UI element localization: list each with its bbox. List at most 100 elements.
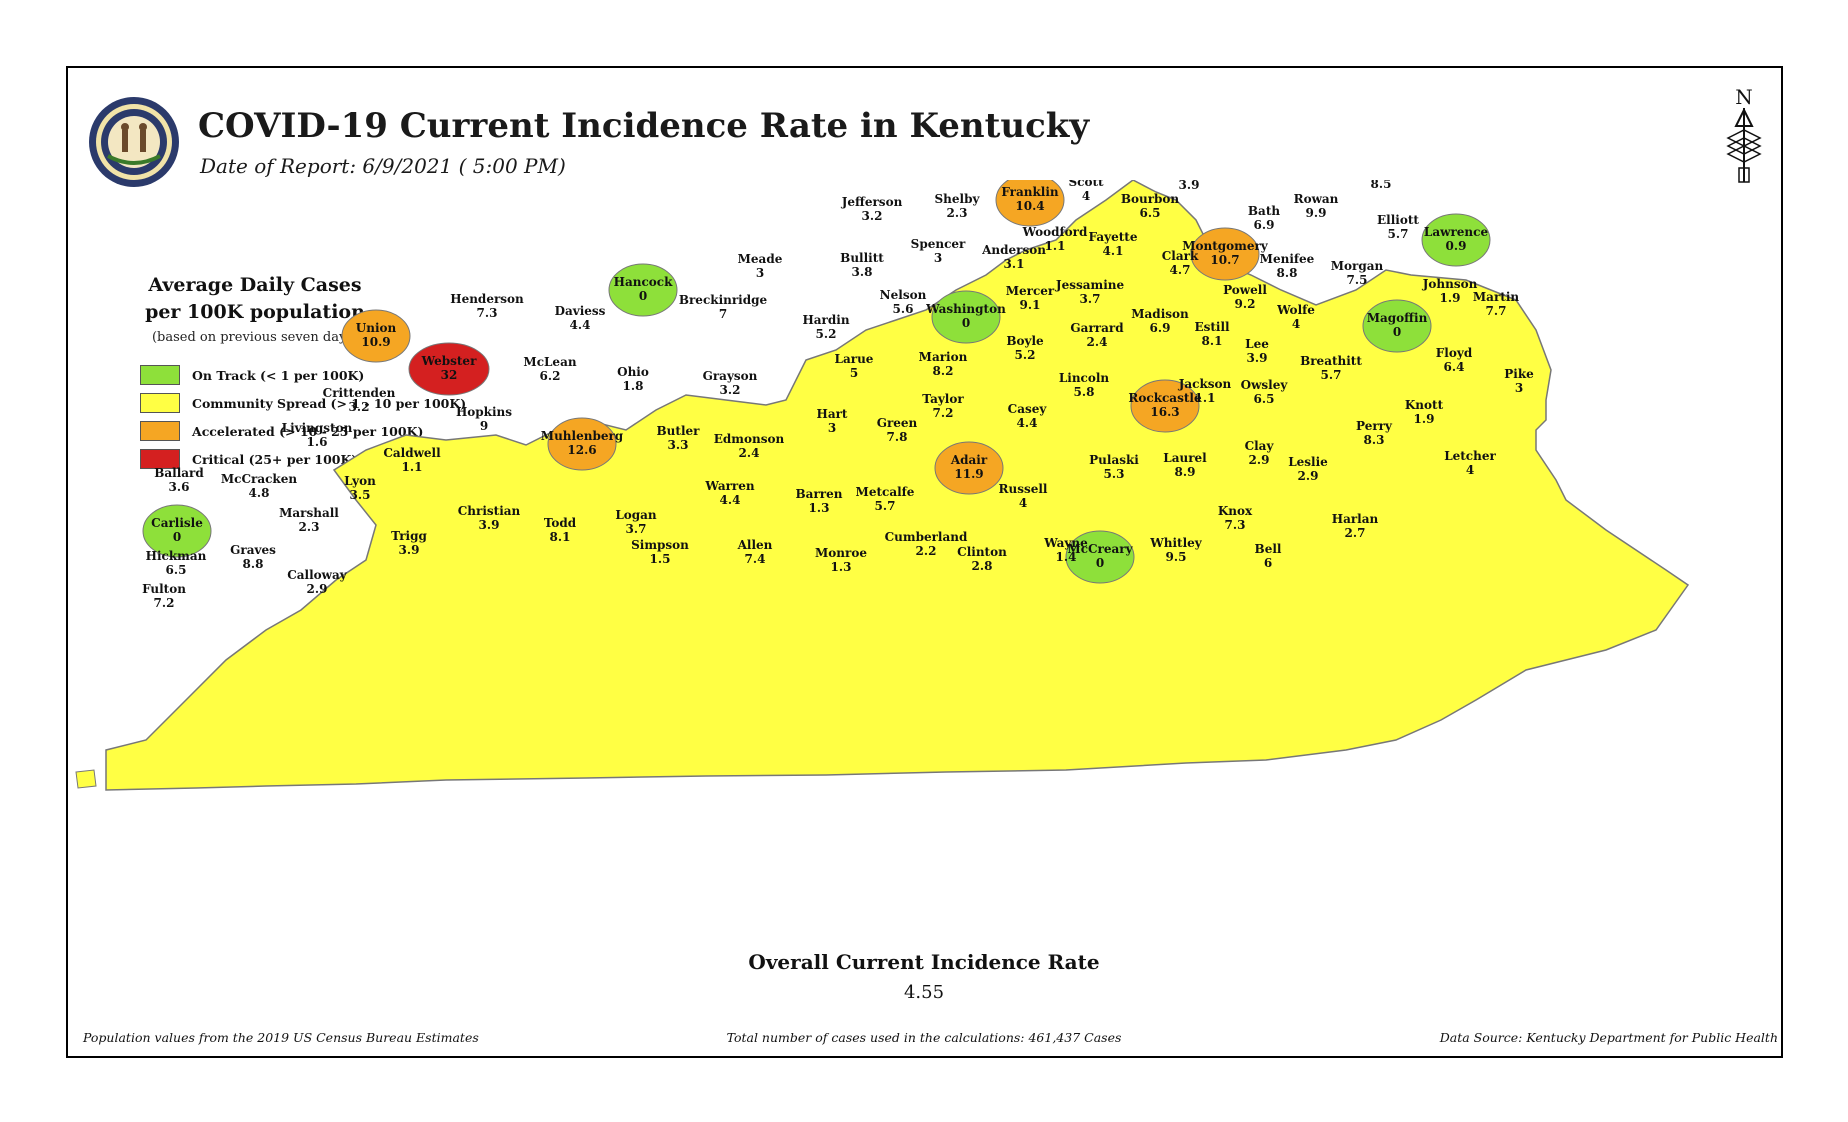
county-value-todd: 8.1 — [550, 530, 571, 544]
legend-item: Accelerated (> 10 - 25 per 100K) — [140, 420, 423, 442]
county-value-marion: 8.2 — [933, 364, 954, 378]
county-name-trigg: Trigg — [391, 529, 427, 543]
county-name-livingston: Livingston — [282, 421, 353, 435]
county-name-woodford: Woodford — [1022, 225, 1088, 239]
county-value-barren: 1.3 — [809, 501, 830, 515]
state-outline — [105, 180, 1690, 791]
county-value-webster: 32 — [441, 368, 458, 382]
county-name-warren: Warren — [704, 479, 754, 493]
county-value-menifee: 8.8 — [1277, 266, 1298, 280]
county-name-crittenden: Crittenden — [323, 386, 396, 400]
county-name-laurel: Laurel — [1163, 451, 1207, 465]
county-name-grayson: Grayson — [703, 369, 758, 383]
county-name-powell: Powell — [1223, 283, 1267, 297]
county-value-muhlenberg: 12.6 — [567, 443, 596, 457]
legend-note: (based on previous seven days) — [151, 330, 359, 345]
county-name-wayne: Wayne — [1043, 536, 1088, 550]
county-name-daviess: Daviess — [555, 304, 606, 318]
county-value-mercer: 9.1 — [1020, 298, 1041, 312]
county-name-union: Union — [356, 321, 397, 335]
legend-swatch — [140, 365, 180, 385]
county-name-taylor: Taylor — [922, 392, 964, 406]
county-name-calloway: Calloway — [287, 568, 348, 582]
county-name-green: Green — [877, 416, 918, 430]
county-name-garrard: Garrard — [1070, 321, 1124, 335]
county-name-johnson: Johnson — [1422, 277, 1478, 291]
kentucky-seal-icon — [89, 97, 179, 187]
county-name-knott: Knott — [1405, 398, 1444, 412]
county-value-crittenden: 3.2 — [349, 400, 370, 414]
county-name-barren: Barren — [796, 487, 843, 501]
county-value-wolfe: 4 — [1292, 317, 1300, 331]
overall-rate-value: 4.55 — [903, 982, 945, 1003]
county-value-russell: 4 — [1019, 496, 1027, 510]
county-value-magoffin: 0 — [1393, 325, 1401, 339]
county-name-meade: Meade — [738, 252, 783, 266]
county-value-lee: 3.9 — [1247, 351, 1268, 365]
county-value-mccreary: 0 — [1096, 556, 1104, 570]
county-shape-carlisle — [142, 504, 212, 558]
county-name-lyon: Lyon — [344, 474, 376, 488]
county-name-wolfe: Wolfe — [1276, 303, 1315, 317]
county-value-pulaski: 5.3 — [1104, 467, 1125, 481]
county-shape-lawrence — [1421, 213, 1491, 267]
county-value-montgomery: 10.7 — [1210, 253, 1239, 267]
county-value-morgan: 7.5 — [1347, 273, 1368, 287]
county-name-hopkins: Hopkins — [456, 405, 512, 419]
county-name-larue: Larue — [835, 352, 874, 366]
legend-item: Critical (25+ per 100K) — [140, 448, 357, 470]
county-name-pike: Pike — [1504, 367, 1534, 381]
county-name-mercer: Mercer — [1006, 284, 1055, 298]
county-value-daviess: 4.4 — [570, 318, 591, 332]
state-outline-island — [75, 769, 97, 789]
county-value-trigg: 3.9 — [399, 543, 420, 557]
county-name-estill: Estill — [1194, 320, 1230, 334]
county-name-bullitt: Bullitt — [840, 251, 884, 265]
county-value-jefferson: 3.2 — [862, 209, 883, 223]
county-name-hardin: Hardin — [802, 313, 849, 327]
county-name-knox: Knox — [1218, 504, 1253, 518]
county-value-letcher: 4 — [1466, 463, 1474, 477]
county-shape-washington — [931, 290, 1001, 344]
county-value-floyd: 6.4 — [1444, 360, 1465, 374]
legend-label: Critical (25+ per 100K) — [192, 451, 358, 467]
county-name-marshall: Marshall — [279, 506, 339, 520]
county-name-clay: Clay — [1245, 439, 1275, 453]
county-shape-hancock — [608, 263, 678, 317]
county-value-union: 10.9 — [361, 335, 390, 349]
county-value-allen: 7.4 — [745, 552, 766, 566]
county-name-todd: Todd — [544, 516, 577, 530]
county-value-knott: 1.9 — [1414, 412, 1435, 426]
county-value-taylor: 7.2 — [933, 406, 954, 420]
county-name-montgomery: Montgomery — [1182, 239, 1269, 253]
county-value-clark: 4.7 — [1170, 263, 1191, 277]
county-shape-rockcastle — [1130, 379, 1200, 433]
county-name-lawrence: Lawrence — [1424, 225, 1489, 239]
county-name-harlan: Harlan — [1332, 512, 1379, 526]
county-name-rockcastle: Rockcastle — [1128, 391, 1202, 405]
county-value-franklin: 10.4 — [1015, 199, 1044, 213]
county-value-laurel: 8.9 — [1175, 465, 1196, 479]
county-name-monroe: Monroe — [815, 546, 867, 560]
county-value-jessamine: 3.7 — [1080, 292, 1101, 306]
page-title: COVID-19 Current Incidence Rate in Kentu… — [198, 106, 1090, 146]
county-name-marion: Marion — [919, 350, 968, 364]
county-value-bath: 6.9 — [1254, 218, 1275, 232]
legend-label: Community Spread (> 1 - 10 per 100K) — [192, 395, 467, 411]
legend-swatch — [140, 449, 180, 469]
county-name-whitley: Whitley — [1149, 536, 1202, 550]
county-name-anderson: Anderson — [981, 243, 1046, 257]
county-value-lyon: 3.5 — [350, 488, 371, 502]
county-name-franklin: Franklin — [1001, 185, 1059, 199]
county-name-casey: Casey — [1008, 402, 1048, 416]
county-value-grayson: 3.2 — [720, 383, 741, 397]
county-value-knox: 7.3 — [1225, 518, 1246, 532]
county-value-clinton: 2.8 — [972, 559, 993, 573]
county-value-livingston: 1.6 — [307, 435, 328, 449]
county-value-ballard: 3.6 — [169, 480, 190, 494]
county-value-boyle: 5.2 — [1015, 348, 1036, 362]
county-name-letcher: Letcher — [1444, 449, 1496, 463]
county-name-scott: Scott — [1068, 180, 1104, 189]
county-name-lee: Lee — [1245, 337, 1269, 351]
county-value-breathitt: 5.7 — [1321, 368, 1342, 382]
